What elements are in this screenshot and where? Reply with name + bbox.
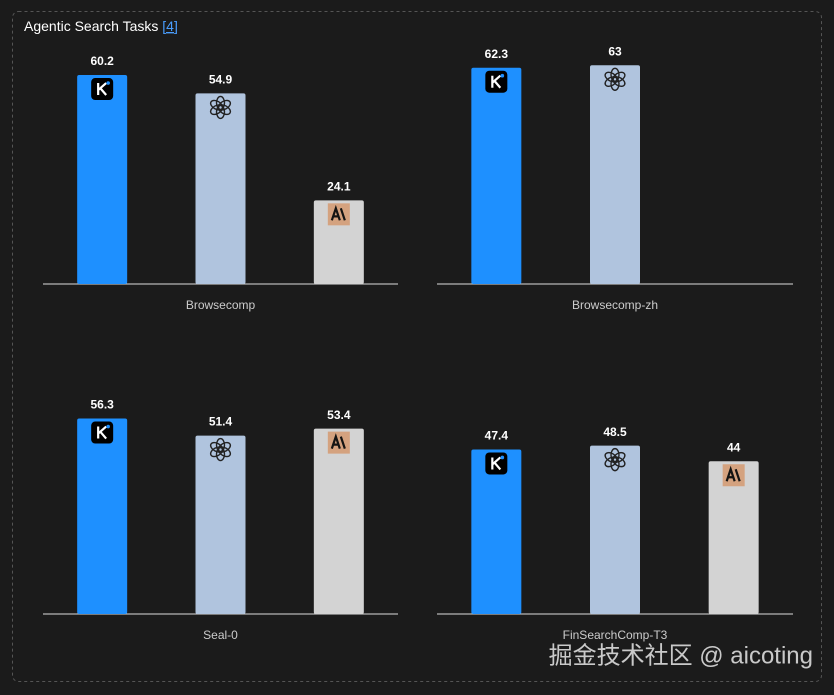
openai-icon	[604, 67, 626, 92]
icon-dot	[500, 73, 505, 78]
bar	[195, 435, 246, 614]
anthropic-icon	[327, 431, 350, 454]
value-label: 24.1	[327, 180, 351, 194]
value-label: 60.2	[90, 54, 114, 68]
value-label: 44	[727, 440, 741, 454]
bar	[313, 200, 364, 284]
x-axis-label: Browsecomp-zh	[572, 298, 658, 312]
icon-petal	[209, 99, 224, 111]
icon-glyph	[491, 456, 502, 471]
openai-icon	[209, 437, 232, 462]
bar	[471, 449, 522, 614]
bar	[195, 93, 246, 284]
kimi-icon	[485, 70, 508, 93]
icon-dot	[106, 81, 110, 85]
value-label: 62.3	[485, 47, 509, 61]
bar	[708, 461, 759, 614]
icon-petal	[209, 441, 224, 453]
bar	[590, 65, 640, 284]
icon-glyph	[491, 74, 502, 89]
icon-dot	[500, 455, 505, 460]
panel-border	[12, 11, 822, 682]
openai-icon	[209, 95, 232, 120]
icon-petal	[604, 451, 618, 463]
title: Agentic Search Tasks	[24, 18, 158, 34]
anthropic-icon	[327, 203, 350, 226]
value-label: 48.5	[603, 425, 627, 439]
bar	[471, 67, 522, 284]
bar	[77, 75, 128, 285]
bar	[313, 428, 364, 614]
icon-glyph	[97, 425, 108, 440]
reference-link[interactable]: [4]	[162, 18, 178, 34]
icon-glyph	[330, 204, 346, 221]
value-label: 51.4	[209, 415, 233, 429]
bar	[77, 418, 128, 614]
value-label: 56.3	[90, 398, 114, 412]
x-axis-label: Seal-0	[203, 628, 238, 642]
icon-glyph	[725, 465, 741, 482]
x-axis-label: FinSearchComp-T3	[563, 628, 668, 642]
x-axis-label: Browsecomp	[186, 298, 256, 312]
panel-title: Agentic Search Tasks [4]	[24, 18, 178, 34]
icon-glyph	[330, 433, 346, 449]
anthropic-icon	[722, 464, 745, 487]
openai-icon	[604, 447, 626, 472]
kimi-icon	[91, 78, 114, 101]
watermark: 掘金技术社区 @ aicoting	[549, 642, 813, 669]
value-label: 53.4	[327, 408, 351, 422]
icon-petal	[604, 71, 618, 83]
kimi-icon	[485, 452, 508, 475]
icon-dot	[106, 424, 110, 429]
kimi-icon	[91, 421, 114, 444]
value-label: 47.4	[485, 429, 509, 443]
value-label: 63	[608, 44, 622, 58]
bar	[590, 445, 640, 614]
icon-glyph	[97, 82, 108, 96]
value-label: 54.9	[209, 73, 233, 87]
